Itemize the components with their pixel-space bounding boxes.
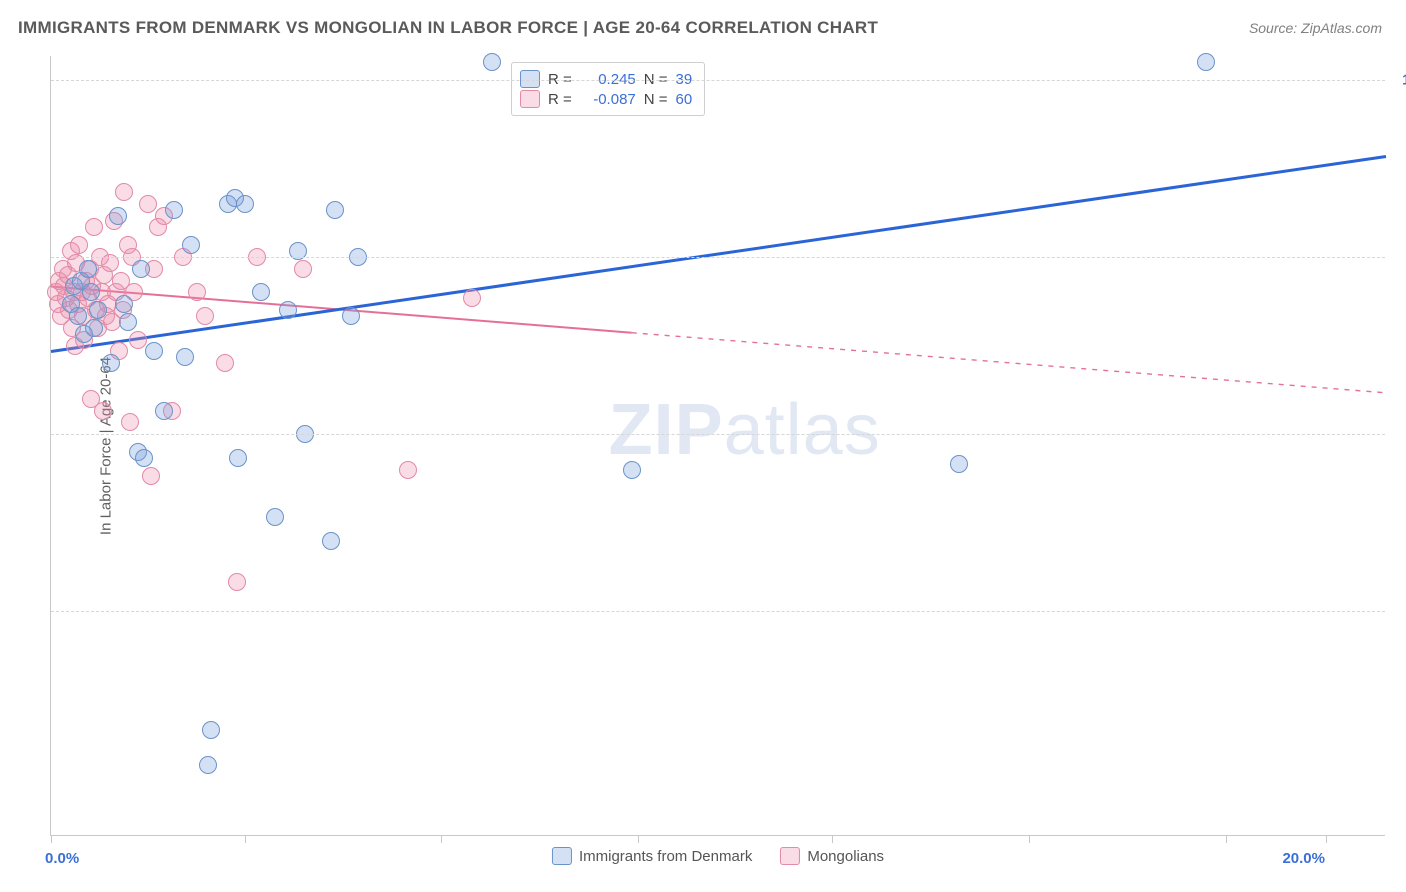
scatter-point-mongolian [463, 289, 481, 307]
x-tick [245, 835, 246, 843]
scatter-point-denmark [165, 201, 183, 219]
x-tick [1326, 835, 1327, 843]
scatter-point-denmark [135, 449, 153, 467]
x-tick [441, 835, 442, 843]
scatter-point-denmark [119, 313, 137, 331]
scatter-point-denmark [115, 295, 133, 313]
scatter-point-denmark [266, 508, 284, 526]
scatter-point-denmark [199, 756, 217, 774]
r-value-mongolian: -0.087 [580, 91, 636, 108]
grid-line [51, 611, 1385, 612]
grid-line [51, 434, 1385, 435]
x-axis-label-min: 0.0% [45, 850, 79, 867]
scatter-point-denmark [89, 301, 107, 319]
scatter-point-mongolian [188, 283, 206, 301]
scatter-point-denmark [1197, 53, 1215, 71]
scatter-point-denmark [85, 319, 103, 337]
scatter-point-denmark [322, 532, 340, 550]
r-label: R = [548, 91, 572, 108]
x-tick [1029, 835, 1030, 843]
scatter-point-denmark [182, 236, 200, 254]
source-label: Source: ZipAtlas.com [1249, 20, 1382, 36]
scatter-point-mongolian [142, 467, 160, 485]
chart-title: IMMIGRANTS FROM DENMARK VS MONGOLIAN IN … [18, 18, 878, 38]
x-axis-label-max: 20.0% [1282, 850, 1325, 867]
x-tick [1226, 835, 1227, 843]
scatter-point-mongolian [139, 195, 157, 213]
scatter-point-denmark [342, 307, 360, 325]
x-tick [832, 835, 833, 843]
scatter-point-denmark [109, 207, 127, 225]
x-tick [51, 835, 52, 843]
scatter-point-mongolian [399, 461, 417, 479]
scatter-point-mongolian [216, 354, 234, 372]
scatter-point-denmark [623, 461, 641, 479]
scatter-point-mongolian [85, 218, 103, 236]
legend-swatch-mongolian [780, 847, 800, 865]
scatter-point-denmark [79, 260, 97, 278]
scatter-point-mongolian [294, 260, 312, 278]
stats-row-mongolian: R = -0.087 N = 60 [520, 90, 692, 108]
scatter-point-denmark [236, 195, 254, 213]
scatter-point-mongolian [129, 331, 147, 349]
n-value-mongolian: 60 [676, 91, 693, 108]
scatter-point-denmark [279, 301, 297, 319]
scatter-point-mongolian [70, 236, 88, 254]
scatter-point-denmark [176, 348, 194, 366]
scatter-point-denmark [950, 455, 968, 473]
legend-swatch-denmark [552, 847, 572, 865]
scatter-point-denmark [145, 342, 163, 360]
scatter-point-mongolian [94, 402, 112, 420]
y-tick-label: 100.0% [1402, 71, 1406, 88]
stats-box: R = 0.245 N = 39 R = -0.087 N = 60 [511, 62, 705, 116]
scatter-point-mongolian [196, 307, 214, 325]
plot-area [51, 56, 1385, 835]
scatter-point-denmark [483, 53, 501, 71]
bottom-legend: Immigrants from Denmark Mongolians [552, 847, 884, 865]
legend-item-denmark: Immigrants from Denmark [552, 847, 752, 865]
scatter-point-denmark [326, 201, 344, 219]
scatter-point-denmark [202, 721, 220, 739]
scatter-point-denmark [82, 283, 100, 301]
scatter-point-mongolian [121, 413, 139, 431]
scatter-point-denmark [69, 307, 87, 325]
scatter-point-denmark [252, 283, 270, 301]
scatter-point-denmark [229, 449, 247, 467]
grid-line [51, 80, 1385, 81]
n-label: N = [644, 91, 668, 108]
swatch-mongolian [520, 90, 540, 108]
scatter-point-mongolian [228, 573, 246, 591]
scatter-point-denmark [102, 354, 120, 372]
scatter-point-mongolian [115, 183, 133, 201]
legend-label-denmark: Immigrants from Denmark [579, 848, 752, 865]
scatter-point-denmark [132, 260, 150, 278]
legend-label-mongolian: Mongolians [807, 848, 884, 865]
scatter-point-denmark [155, 402, 173, 420]
legend-item-mongolian: Mongolians [780, 847, 884, 865]
grid-line [51, 257, 1385, 258]
chart-area: In Labor Force | Age 20-64 ZIPatlas R = … [50, 56, 1385, 836]
x-tick [638, 835, 639, 843]
